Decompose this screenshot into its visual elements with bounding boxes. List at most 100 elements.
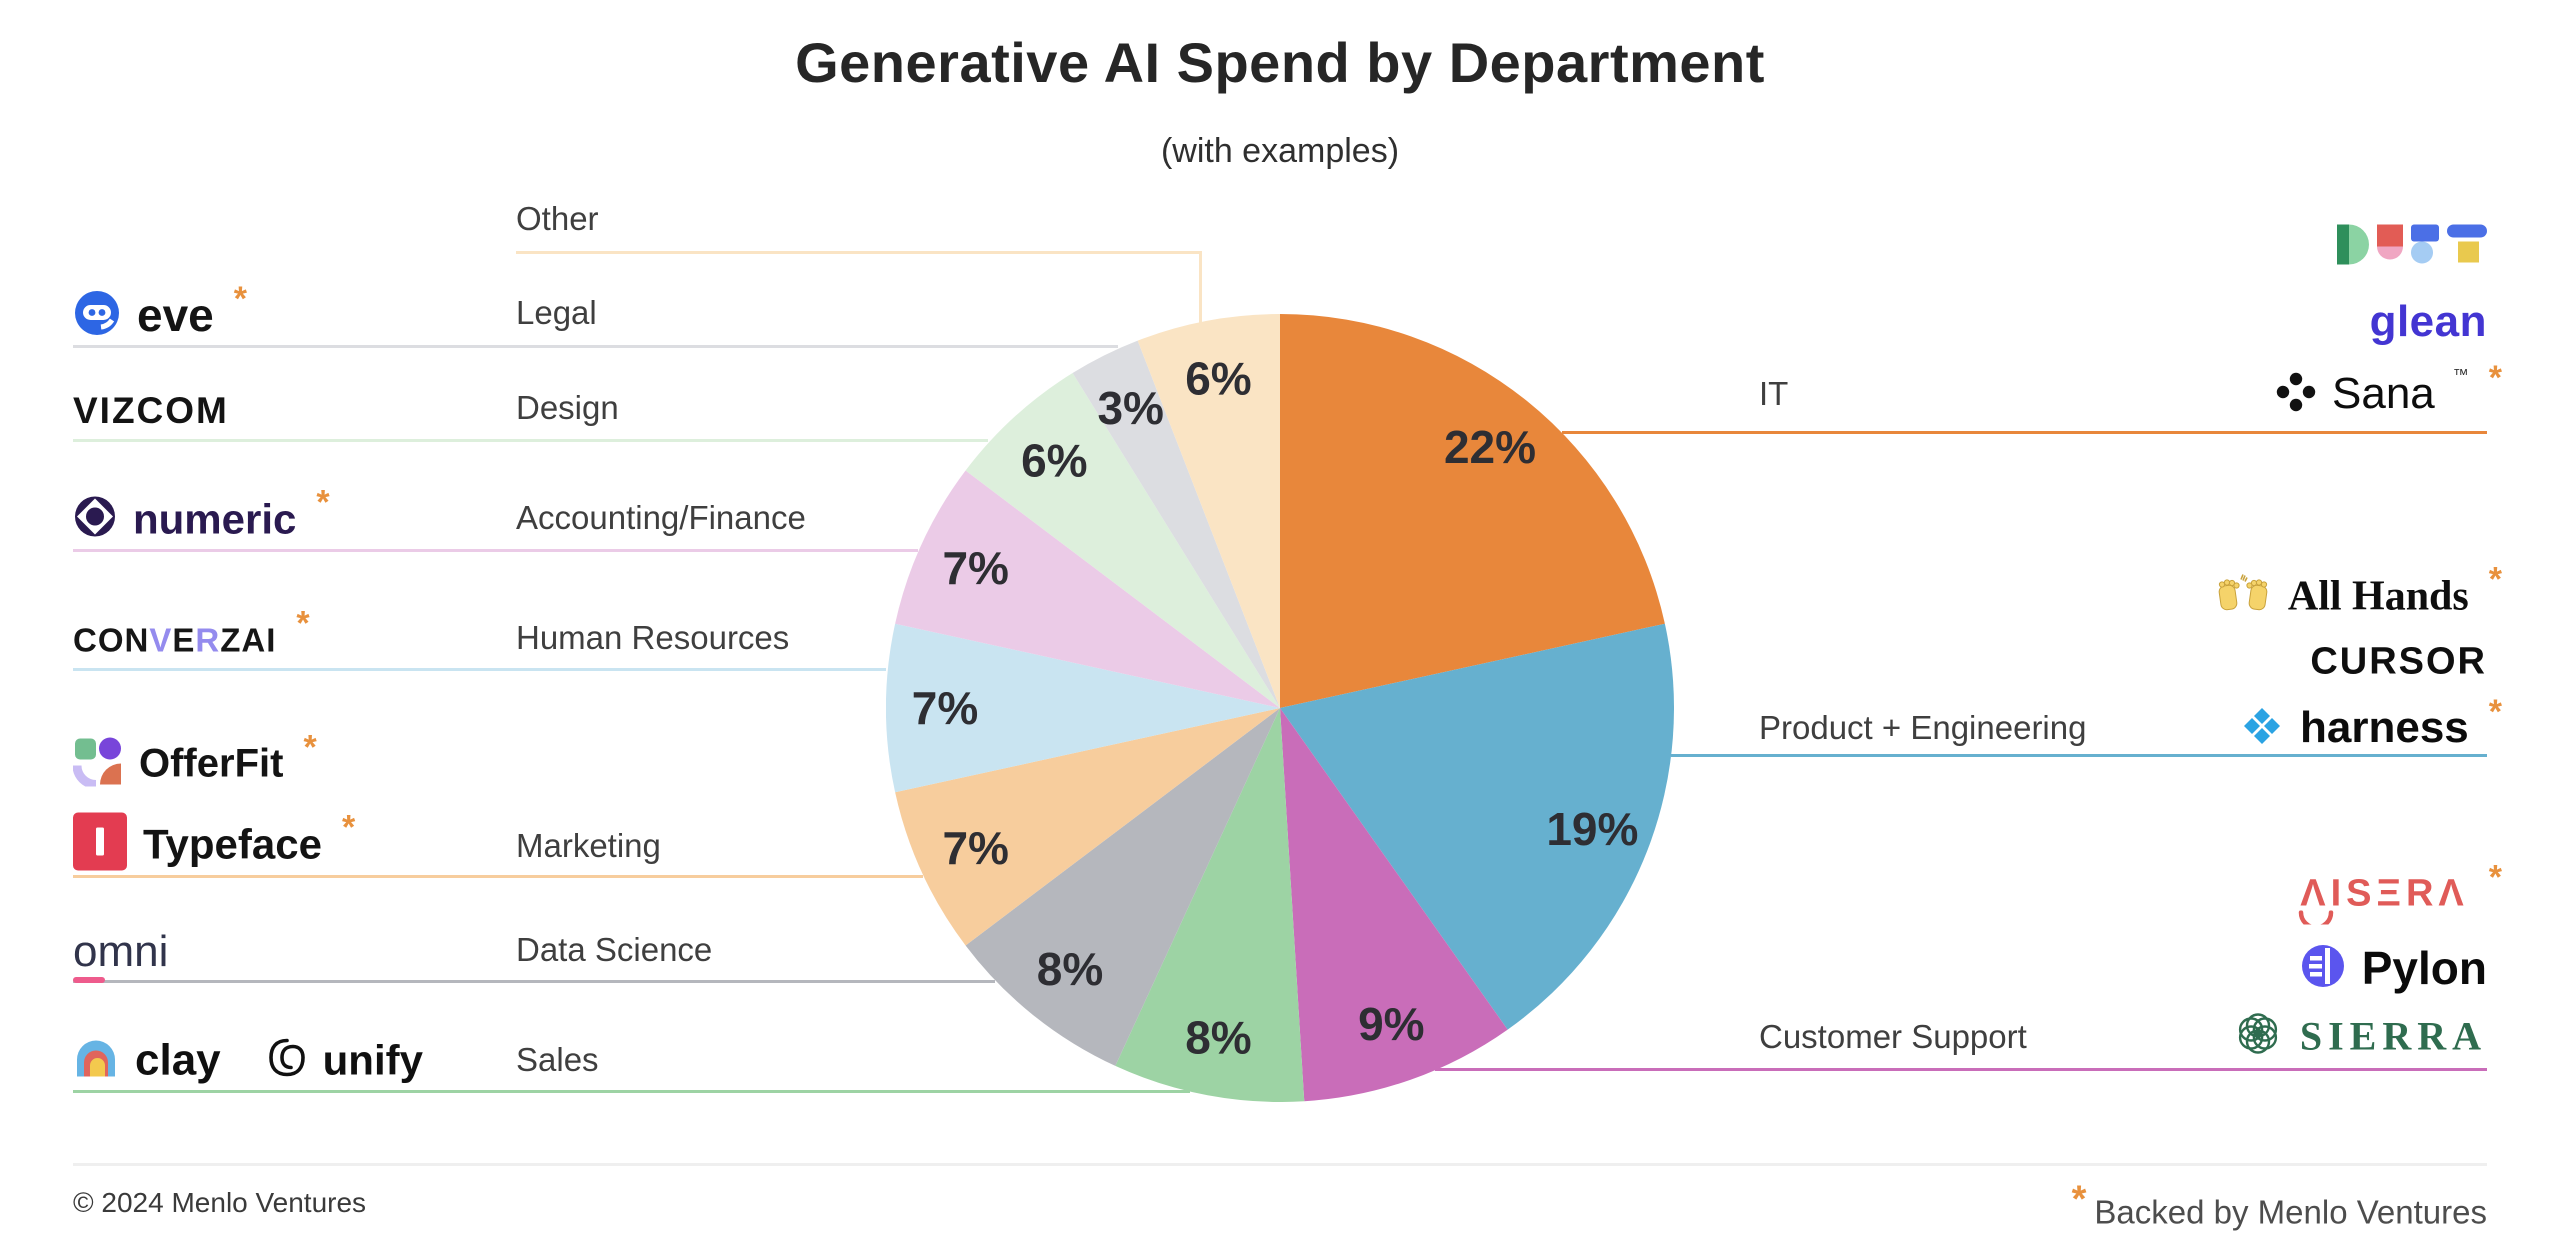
logo-numeric: numeric * [73, 484, 330, 544]
leader-line-legal [73, 345, 1118, 348]
pie-percentage-label: 7% [942, 542, 1008, 594]
pie-percentage-label: 6% [1021, 434, 1087, 486]
typeface-asterisk: * [341, 808, 356, 847]
pie-percentage-label: 19% [1546, 803, 1638, 855]
allhands-asterisk: * [2488, 560, 2502, 599]
pie-percentage-label: 7% [942, 822, 1008, 874]
dept-label-accounting: Accounting/Finance [516, 499, 806, 536]
leader-line-sales [73, 1090, 1190, 1093]
logo-aisera: ΛISΞRΛ * [2299, 859, 2502, 930]
pie-percentage-label: 22% [1444, 421, 1536, 473]
pie-slice-accounting-finance [895, 470, 1280, 708]
numeric-wordmark: numeric [133, 495, 297, 542]
eve-icon [73, 289, 121, 342]
pylon-icon [2300, 943, 2346, 994]
offerfit-asterisk: * [303, 728, 317, 767]
leader-line-design [73, 439, 988, 442]
dept-label-design: Design [516, 389, 619, 426]
dust-icon [2337, 224, 2487, 270]
clay-icon [73, 1035, 119, 1086]
logo-converzai: CONVERZAI * [73, 605, 310, 660]
aisera-wordmark: ΛISΞRΛ [2299, 873, 2469, 930]
sierra-icon [2232, 1008, 2284, 1065]
allhands-wordmark: All Hands [2287, 573, 2469, 619]
sana-asterisk: * [2488, 358, 2502, 397]
dept-label-customer-support: Customer Support [1759, 1018, 2027, 1055]
cursor-wordmark: CURSOR [2310, 640, 2487, 683]
vizcom-wordmark: VIZCOM [73, 390, 229, 431]
logo-clay-unify: clay unify [73, 1035, 423, 1086]
pie-slice-sales [1115, 708, 1305, 1102]
logo-eve: eve * [73, 280, 247, 342]
typeface-wordmark: Typeface [143, 820, 322, 867]
numeric-asterisk: * [316, 483, 330, 522]
pie-chart: 22%19%9%8%8%7%7%7%6%3%6% [886, 314, 1674, 1102]
leader-line-marketing [73, 875, 923, 878]
glean-wordmark: glean [2369, 297, 2487, 346]
dept-label-hr: Human Resources [516, 619, 790, 656]
logo-dust [2337, 224, 2487, 270]
dept-label-other: Other [516, 200, 599, 237]
pie-slice-human-resources [886, 623, 1280, 793]
dept-label-product-eng: Product + Engineering [1759, 709, 2087, 746]
sierra-wordmark: SIERRA [2299, 1013, 2487, 1059]
logo-vizcom: VIZCOM [73, 390, 229, 432]
dept-label-marketing: Marketing [516, 827, 661, 864]
logo-sierra: SIERRA [2232, 1008, 2487, 1065]
logo-sana: Sana ™ * [2276, 359, 2502, 419]
pie-slice-it [1280, 314, 1665, 708]
pie-percentage-label: 6% [1185, 353, 1251, 405]
pie-slice-other [1137, 314, 1280, 708]
pie-percentage-label: 8% [1185, 1011, 1251, 1063]
page-subtitle: (with examples) [1160, 132, 1400, 170]
leader-line-it [1562, 431, 2487, 434]
leader-line-product-eng [1671, 754, 2487, 757]
leader-line-accounting [73, 549, 918, 552]
pylon-wordmark: Pylon [2361, 942, 2487, 994]
offerfit-wordmark: OfferFit [139, 741, 284, 786]
logo-offerfit: OfferFit * [72, 729, 317, 792]
dept-label-sales: Sales [516, 1041, 599, 1078]
pie-percentage-label: 9% [1358, 998, 1424, 1050]
dept-label-legal: Legal [516, 294, 597, 331]
leader-line-other [516, 251, 1202, 254]
clay-wordmark: clay [135, 1035, 221, 1084]
sana-wordmark: Sana [2332, 369, 2435, 418]
footer-divider [73, 1163, 2487, 1166]
leader-line-hr [73, 668, 886, 671]
sana-trademark: ™ [2452, 367, 2469, 384]
pie-slice-customer-support [1280, 708, 1508, 1102]
logo-allhands: All Hands * [2214, 561, 2502, 621]
leader-line-other-vertical [1199, 251, 1202, 323]
harness-asterisk: * [2488, 692, 2502, 731]
leader-line-customer-support [1435, 1068, 2487, 1071]
pie-percentage-label: 3% [1097, 382, 1163, 434]
page-title: Generative AI Spend by Department [795, 31, 1765, 94]
aisera-asterisk: * [2488, 858, 2502, 897]
backed-by-note: * Backed by Menlo Ventures [2068, 1179, 2487, 1234]
sana-icon [2276, 372, 2316, 417]
omni-underline [73, 977, 105, 983]
unify-icon [267, 1038, 307, 1083]
raised-hands-icon [2214, 572, 2272, 621]
logo-omni: omni [73, 927, 168, 983]
logo-harness: harness * [2240, 693, 2502, 753]
harness-wordmark: harness [2300, 703, 2469, 752]
logo-glean: glean [2370, 297, 2487, 347]
pie-percentage-label: 7% [912, 682, 978, 734]
dept-label-data-science: Data Science [516, 931, 713, 968]
backed-by-text: Backed by Menlo Ventures [2094, 1193, 2487, 1230]
backed-by-asterisk: * [2071, 1178, 2087, 1221]
aisera-smile-icon [2298, 910, 2334, 930]
logo-pylon: Pylon [2300, 941, 2487, 995]
pie-slice-data-science [965, 708, 1280, 1066]
dept-label-it: IT [1759, 375, 1789, 412]
unify-wordmark: unify [322, 1036, 423, 1083]
pie-slice-marketing [895, 708, 1280, 946]
converzai-wordmark: CONVERZAI [73, 621, 277, 658]
pie-slice-design [965, 373, 1280, 708]
typeface-icon [73, 812, 127, 876]
copyright-text: © 2024 Menlo Ventures [73, 1187, 367, 1218]
pie-slice-product-engineering [1280, 623, 1674, 1030]
